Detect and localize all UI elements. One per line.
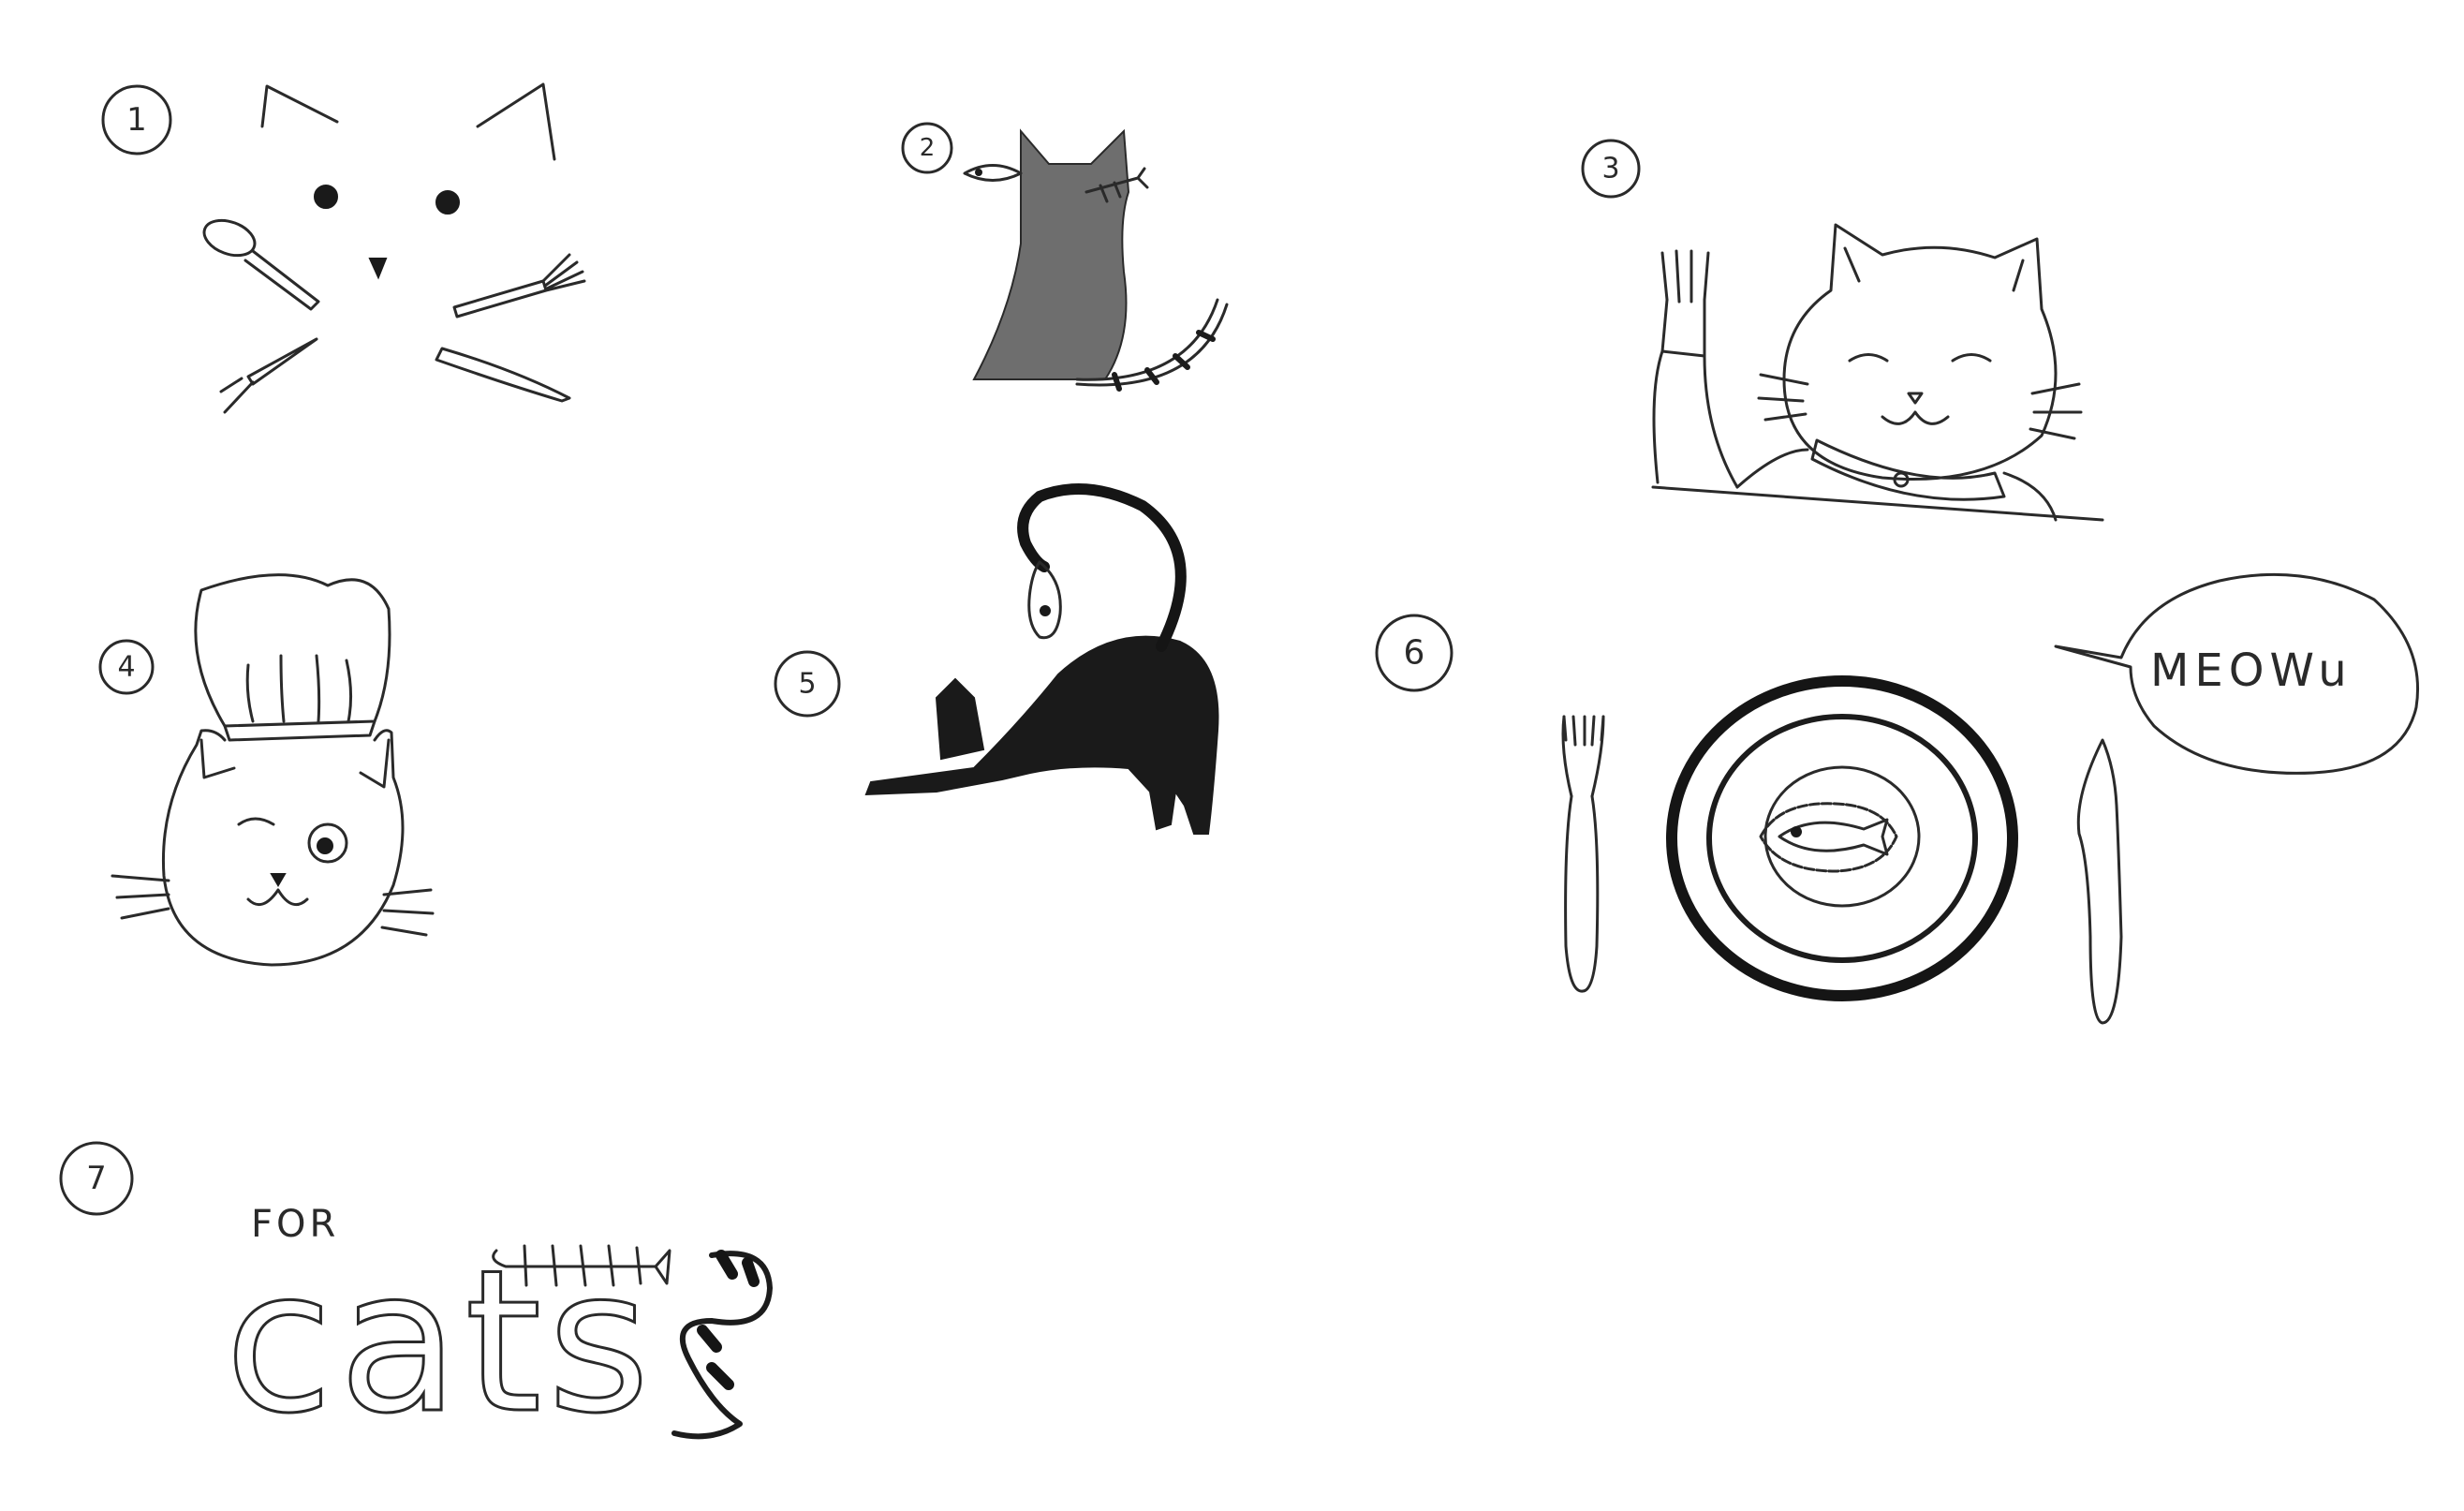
sketch-4: 4 <box>98 573 435 967</box>
cat-nose <box>368 258 388 280</box>
number-badge-2: 2 <box>901 122 953 174</box>
for-text: FOR <box>251 1203 339 1246</box>
number-badge-7: 7 <box>59 1141 134 1216</box>
knife-icon-left <box>219 337 318 414</box>
svg-text:5: 5 <box>798 668 816 701</box>
fish-on-plate-icon <box>1759 802 1898 873</box>
cat-body <box>1651 349 2104 522</box>
svg-text:1: 1 <box>126 101 147 139</box>
svg-text:7: 7 <box>86 1160 107 1197</box>
cats-text: cats <box>225 1227 656 1457</box>
number-badge-5: 5 <box>774 650 841 718</box>
number-badge-4: 4 <box>98 639 155 695</box>
cat-ear-right <box>476 82 556 161</box>
knife-icon-right <box>435 347 571 403</box>
cat-eye-right <box>435 190 460 215</box>
speech-bubble: MEOWu <box>2054 572 2420 775</box>
fork-icon <box>1561 715 1605 993</box>
cat-collar <box>1810 438 2006 501</box>
fish-icon <box>1027 560 1062 640</box>
cat-face <box>111 729 435 967</box>
plate-icon <box>1666 675 2018 1001</box>
svg-text:3: 3 <box>1601 153 1619 185</box>
sketch-3: 3 <box>1581 139 2104 522</box>
svg-text:6: 6 <box>1404 634 1425 673</box>
fish-icon <box>963 164 1023 182</box>
sketch-7: 7 FOR cats <box>59 1141 773 1459</box>
cat-eye-left <box>314 185 338 209</box>
spoon-icon <box>202 218 320 311</box>
cat-head <box>1757 223 2083 481</box>
sketch-5: 5 <box>774 483 1219 835</box>
sitting-cat-silhouette <box>972 128 1130 380</box>
fork-icon <box>452 253 586 318</box>
svg-text:2: 2 <box>920 134 936 162</box>
sketch-2: 2 <box>901 122 1229 392</box>
speech-text: MEOWu <box>2150 644 2353 697</box>
number-badge-1: 1 <box>101 84 172 156</box>
knife-icon <box>2076 738 2123 1025</box>
striped-tail <box>671 1250 773 1440</box>
black-cat-tail <box>1017 483 1187 652</box>
fish-bone-icon <box>1084 167 1149 203</box>
black-cat-silhouette <box>864 635 1219 835</box>
sketch-6: 6 MEOWu <box>1375 572 2420 1025</box>
fork-icon <box>1660 249 1710 358</box>
fish-bone-icon <box>492 1244 671 1287</box>
chef-hat-icon <box>194 573 391 742</box>
sketch-1: 1 <box>101 82 586 414</box>
svg-text:4: 4 <box>117 651 135 684</box>
number-badge-6: 6 <box>1375 614 1453 692</box>
number-badge-3: 3 <box>1581 139 1641 199</box>
striped-tail <box>1075 298 1229 392</box>
cat-ear-left <box>260 84 339 128</box>
